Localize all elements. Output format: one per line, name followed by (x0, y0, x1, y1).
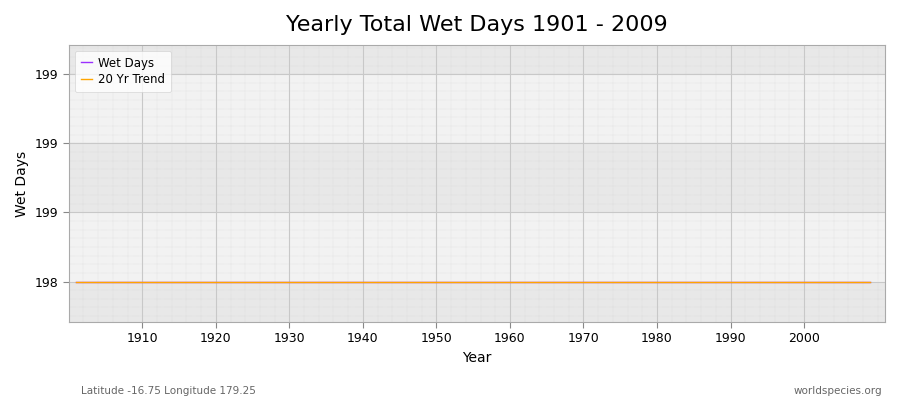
20 Yr Trend (336, 279, 346, 284)
Bar (68, 45, 885, 74)
20 Yr Trend (593, 279, 604, 284)
Wet Days (130, 279, 140, 284)
20 Yr Trend (505, 279, 516, 284)
Wet Days (593, 279, 604, 284)
Wet Days (497, 279, 508, 284)
Wet Days (71, 279, 82, 284)
Legend: Wet Days, 20 Yr Trend: Wet Days, 20 Yr Trend (75, 51, 171, 92)
Wet Days (865, 279, 876, 284)
Wet Days (292, 279, 302, 284)
20 Yr Trend (865, 279, 876, 284)
Y-axis label: Wet Days: Wet Days (15, 150, 29, 216)
Bar (68, 282, 885, 322)
20 Yr Trend (292, 279, 302, 284)
Text: worldspecies.org: worldspecies.org (794, 386, 882, 396)
20 Yr Trend (71, 279, 82, 284)
Title: Yearly Total Wet Days 1901 - 2009: Yearly Total Wet Days 1901 - 2009 (286, 15, 668, 35)
Text: Latitude -16.75 Longitude 179.25: Latitude -16.75 Longitude 179.25 (81, 386, 256, 396)
20 Yr Trend (497, 279, 508, 284)
X-axis label: Year: Year (463, 351, 491, 365)
Wet Days (336, 279, 346, 284)
Wet Days (505, 279, 516, 284)
Bar (68, 143, 885, 212)
20 Yr Trend (130, 279, 140, 284)
